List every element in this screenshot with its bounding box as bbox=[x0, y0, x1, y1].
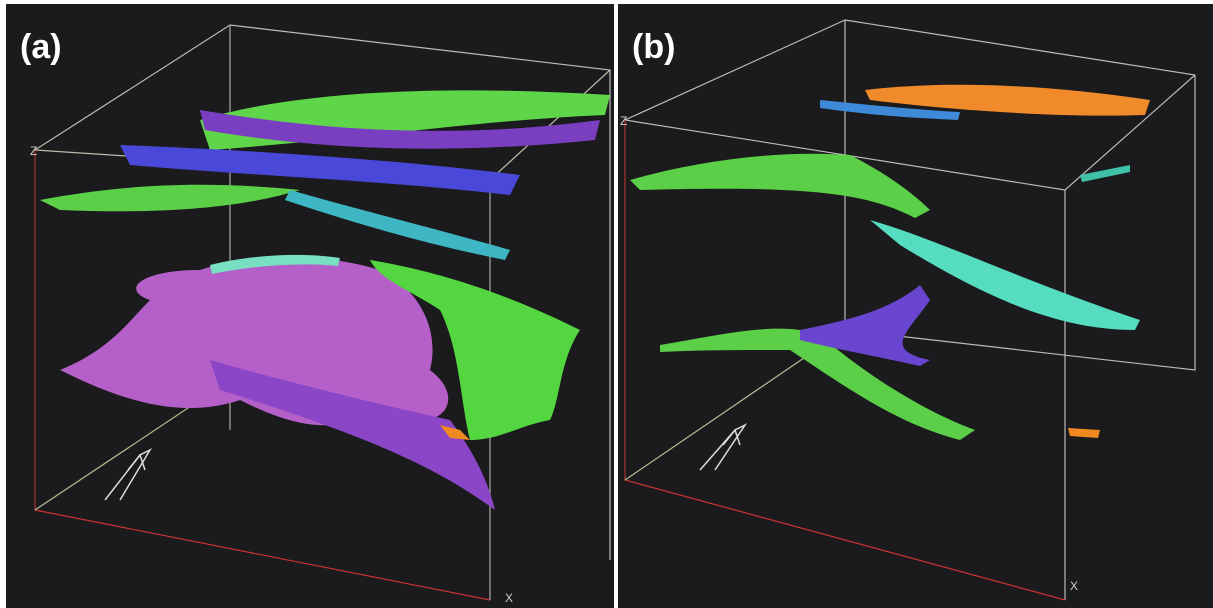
axis-label: X bbox=[505, 591, 513, 605]
panel-a: (a) Z X bbox=[6, 4, 614, 608]
figure: (a) Z X (b) Z X bbox=[0, 0, 1213, 608]
panel-b: (b) Z X bbox=[618, 4, 1213, 608]
panel-label: (b) bbox=[632, 28, 675, 66]
page: (a) Z X (b) Z X (() => { const data = JS… bbox=[0, 0, 1213, 608]
axis-label: Z bbox=[30, 144, 37, 158]
axis-label: Z bbox=[620, 114, 627, 128]
panel-label: (a) bbox=[20, 28, 62, 66]
axis-label: X bbox=[1070, 579, 1078, 593]
